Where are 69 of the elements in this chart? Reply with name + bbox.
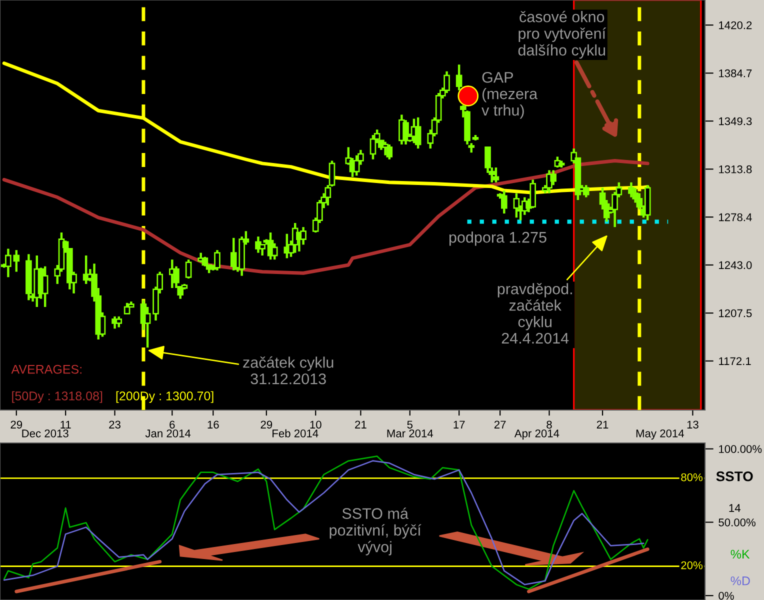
ref-line-label: 20%	[681, 561, 702, 570]
text: %D	[730, 576, 750, 586]
candlestick	[271, 242, 278, 261]
candlestick	[202, 256, 208, 268]
candlestick	[501, 189, 508, 215]
candlestick	[444, 70, 450, 94]
legend-title: AVERAGES:	[11, 364, 82, 374]
x2-tick-label: Mar 2014	[387, 430, 434, 438]
line-series	[2, 158, 650, 275]
x-tick-label: 27	[494, 420, 506, 428]
candlestick	[370, 134, 376, 160]
text: [200Dy : 1300.70]	[116, 391, 214, 403]
text: [50Dy : 1318.08]	[12, 391, 102, 403]
x2-tick-label: Apr 2014	[514, 430, 560, 440]
text: %K	[730, 550, 750, 559]
x-tick-label: 29	[10, 420, 22, 429]
text: SSTO	[716, 471, 753, 482]
candlestick	[402, 118, 409, 146]
y-tick-label: 100.00%	[719, 445, 762, 454]
candlestick	[382, 140, 388, 156]
candlestick	[214, 248, 220, 272]
y-tick-label: 1172.1	[719, 357, 751, 366]
candlestick	[353, 154, 360, 177]
annotation: podpora 1.275	[449, 232, 546, 246]
y-tick-label: 1420.2	[719, 21, 752, 30]
text: 14	[729, 504, 740, 512]
y-tick-label: 0%	[718, 592, 734, 600]
x-tick-label: 10	[310, 420, 322, 429]
candlestick	[386, 143, 393, 160]
x-tick-label: 21	[596, 420, 608, 428]
y-tick-label: 1243.0	[719, 261, 752, 270]
candlestick	[530, 178, 536, 210]
candlestick	[628, 181, 634, 198]
candlestick	[456, 63, 462, 92]
x-tick-label: 11	[60, 420, 71, 428]
x-tick-label: 23	[109, 420, 120, 429]
y-tick-label: 1207.5	[719, 309, 752, 318]
y-tick-label: 1384.7	[719, 69, 752, 78]
y-tick-label: 50.00%	[718, 518, 756, 526]
x-tick-label: 16	[208, 420, 219, 429]
x-tick-label: 8	[546, 420, 552, 429]
annotation: začátek cyklu 31.12.2013	[243, 356, 334, 384]
y-tick-label: 1278.4	[719, 213, 752, 222]
candlestick	[513, 192, 520, 219]
ref-line-label: 80%	[681, 473, 702, 482]
candlestick	[185, 258, 192, 280]
candlestick	[124, 302, 130, 315]
x-tick-label: 17	[454, 420, 465, 428]
x-tick-label: 13	[687, 420, 698, 429]
annotation: SSTO má pozitivní, býčí vývoj	[330, 508, 422, 556]
x-tick-label: 29	[260, 420, 272, 429]
y-tick-label: 1349.3	[719, 117, 752, 126]
x-tick-label: 5	[407, 420, 413, 429]
x-tick-label: 6	[170, 420, 175, 429]
x2-tick-label: Feb 2014	[272, 429, 318, 438]
candlestick	[116, 315, 122, 328]
candlestick	[582, 184, 590, 198]
candlestick	[492, 166, 500, 184]
candlestick	[42, 265, 48, 308]
annotation: pravděpod. začátek cyklu 24.4.2014	[498, 283, 572, 344]
x2-tick-label: Jan 2014	[145, 430, 191, 438]
x2-tick-label: Dec 2013	[22, 430, 68, 438]
x-tick-label: 21	[355, 420, 366, 428]
x2-tick-label: May 2014	[636, 430, 684, 440]
candlestick	[144, 306, 151, 349]
annotation: časové okno pro vytvoření dalšího cyklu	[518, 10, 606, 59]
candlestick	[414, 116, 422, 150]
annotation: GAP (mezera v trhu)	[482, 72, 538, 119]
y-tick-label: 1313.8	[719, 165, 752, 174]
